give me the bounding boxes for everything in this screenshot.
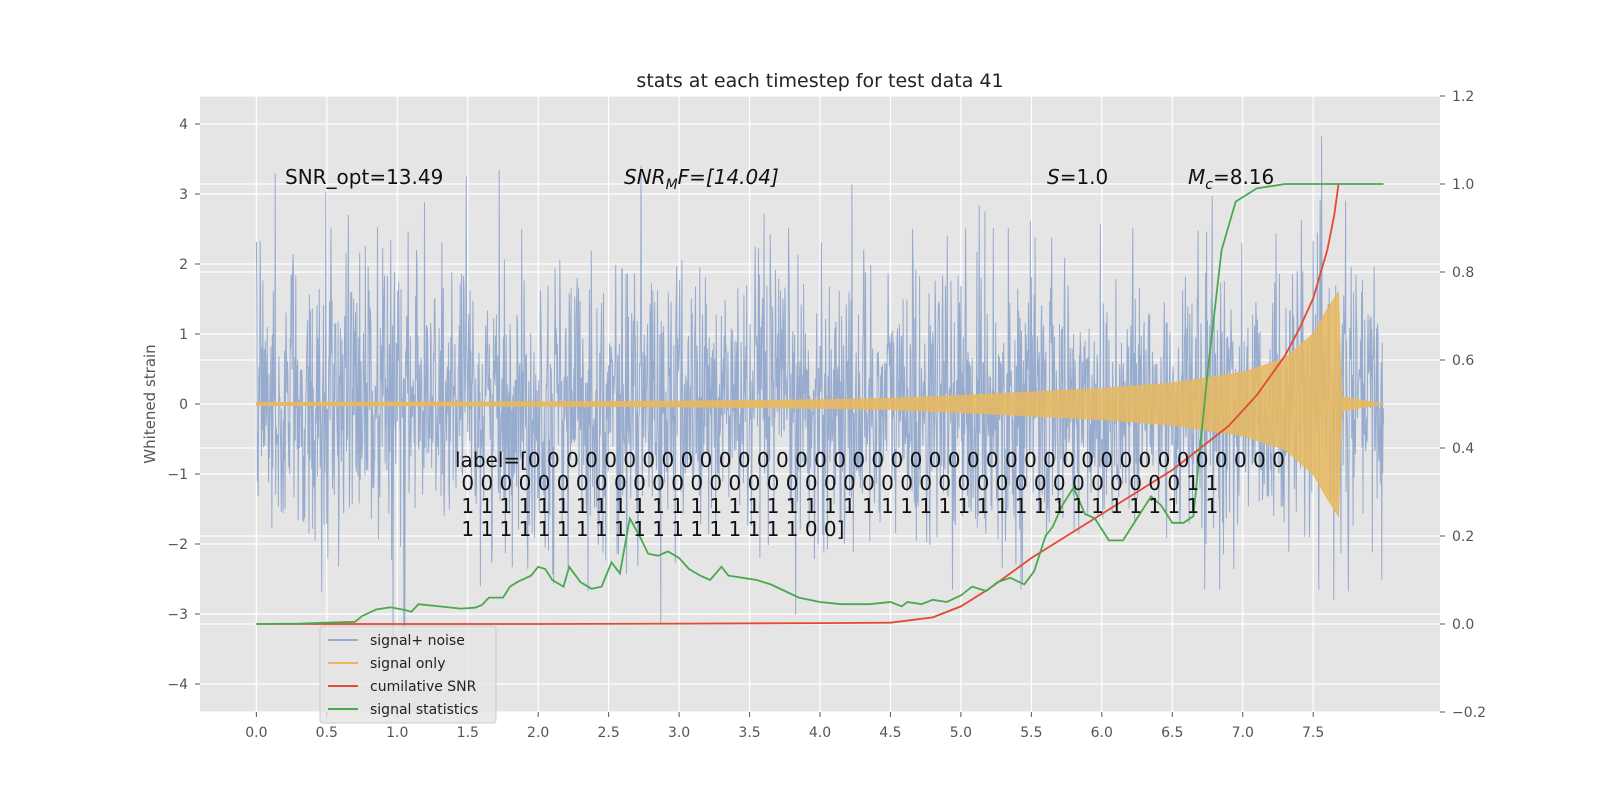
annotation-snr-mf-sub: M <box>666 177 678 193</box>
legend: signal+ noise signal only cumilative SNR… <box>319 625 497 724</box>
y2-tick-label: 0.2 <box>1452 529 1474 545</box>
x-tick-label: 0.0 <box>245 725 267 741</box>
x-tick-label: 4.0 <box>809 725 831 741</box>
chart-title: stats at each timestep for test data 41 <box>636 70 1003 92</box>
x-tick-label: 6.0 <box>1091 725 1113 741</box>
y2-tick-label: 0.4 <box>1452 441 1474 457</box>
y2-tick-label: 1.2 <box>1452 89 1474 105</box>
x-tick-label: 5.5 <box>1020 725 1042 741</box>
x-tick-label: 7.0 <box>1232 725 1254 741</box>
x-tick-label: 3.0 <box>668 725 690 741</box>
legend-item-signal-only: signal only <box>328 656 445 672</box>
x-tick-label: 7.5 <box>1302 725 1324 741</box>
annotation-snr-opt: SNR_opt=13.49 <box>285 165 443 189</box>
annotation-label-line: 1 1 1 1 1 1 1 1 1 1 1 1 1 1 1 1 1 1 1 1 … <box>455 494 1218 518</box>
annotation-label-line: 1 1 1 1 1 1 1 1 1 1 1 1 1 1 1 1 1 1 0 0] <box>455 517 844 541</box>
annotation-label-array: label=[0 0 0 0 0 0 0 0 0 0 0 0 0 0 0 0 0… <box>455 448 1285 541</box>
annotation-mc-prefix: M <box>1188 165 1205 189</box>
legend-box <box>319 625 497 724</box>
legend-label: signal+ noise <box>370 633 465 649</box>
y-tick-label: 1 <box>179 327 188 343</box>
y2-tick-label: 0.8 <box>1452 265 1474 281</box>
x-tick-label: 1.5 <box>457 725 479 741</box>
y2-tick-label: 0.0 <box>1452 617 1474 633</box>
annotation-mc-suffix: =8.16 <box>1213 165 1274 189</box>
y-tick-label: 3 <box>179 187 188 203</box>
y-tick-label: −2 <box>167 537 188 553</box>
y-tick-label: −4 <box>167 677 188 693</box>
series-signal-noise <box>255 136 1385 640</box>
y2-tick-label: 1.0 <box>1452 177 1474 193</box>
x-tick-label: 2.5 <box>598 725 620 741</box>
series-line-cumilative-snr <box>256 183 1340 625</box>
y-tick-label: 2 <box>179 257 188 273</box>
x-tick-label: 5.0 <box>950 725 972 741</box>
x-tick-label: 3.5 <box>738 725 760 741</box>
annotation-mc-sub: c <box>1205 177 1213 193</box>
tick-labels: 0.0 0.5 1.0 1.5 2.0 2.5 3.0 3.5 4.0 4.5 5.0 5.5 6.0 6… <box>167 89 1486 741</box>
series-line-signal-statistics <box>256 183 1384 625</box>
y-tick-label: −3 <box>167 607 188 623</box>
y2-tick-label: 0.6 <box>1452 353 1474 369</box>
annotation-s-suffix: =1.0 <box>1060 165 1109 189</box>
annotation-s: S=1.0 <box>1047 165 1108 189</box>
signal-noise-line <box>255 136 1385 640</box>
y-tick-label: 4 <box>179 117 188 133</box>
y2-tick-label: −0.2 <box>1452 705 1486 721</box>
y-axis-label: Whitened strain <box>141 344 159 463</box>
y-tick-label: 0 <box>179 397 188 413</box>
legend-label: signal only <box>370 656 445 672</box>
annotation-snr-mf-prefix: SNR <box>624 165 666 189</box>
annotation-snr-mf-suffix: F=[14.04] <box>678 165 779 189</box>
annotation-label-line: label=[0 0 0 0 0 0 0 0 0 0 0 0 0 0 0 0 0… <box>455 448 1285 472</box>
annotation-snr-mf: SNRMF=[14.04] <box>624 165 779 193</box>
legend-label: signal statistics <box>370 702 478 718</box>
series-signal-only <box>255 290 1384 518</box>
legend-item-signal-statistics: signal statistics <box>328 702 478 718</box>
x-tick-label: 4.5 <box>879 725 901 741</box>
annotation-s-prefix: S <box>1047 165 1060 189</box>
x-tick-label: 0.5 <box>316 725 338 741</box>
annotation-label-line: 0 0 0 0 0 0 0 0 0 0 0 0 0 0 0 0 0 0 0 0 … <box>455 471 1218 495</box>
series-right-axis <box>256 183 1384 625</box>
legend-label: cumilative SNR <box>370 679 477 695</box>
x-tick-label: 6.5 <box>1161 725 1183 741</box>
legend-item-cumilative-snr: cumilative SNR <box>328 679 477 695</box>
annotation-mc: Mc=8.16 <box>1188 165 1274 193</box>
legend-item-signal-noise: signal+ noise <box>328 633 465 649</box>
x-tick-label: 1.0 <box>386 725 408 741</box>
y-tick-label: −1 <box>167 467 188 483</box>
x-tick-label: 2.0 <box>527 725 549 741</box>
